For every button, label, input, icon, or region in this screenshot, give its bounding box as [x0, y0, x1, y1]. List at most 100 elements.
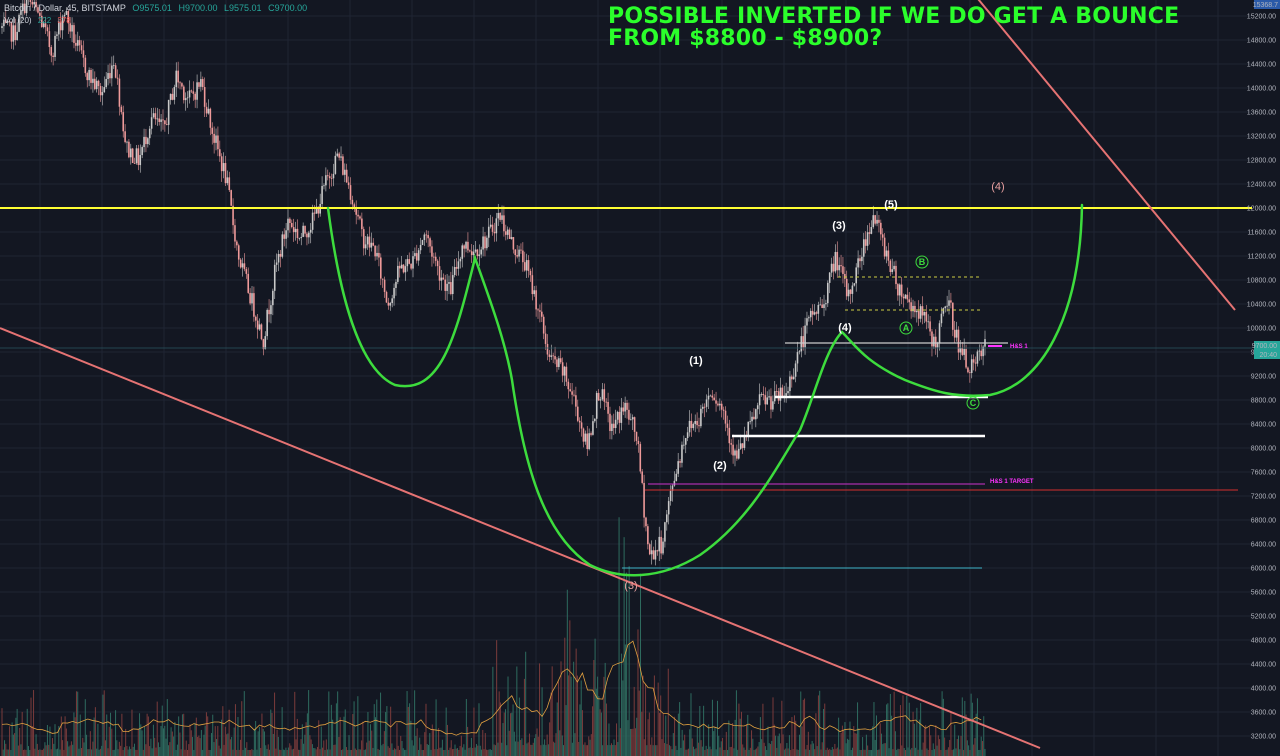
candle-body: [550, 355, 553, 357]
candle-body: [804, 325, 806, 348]
volume-bar: [189, 724, 191, 756]
wave-label: (4): [991, 181, 1004, 193]
candle-body: [802, 336, 804, 348]
volume-bar: [112, 749, 114, 756]
volume-bar: [841, 725, 843, 756]
volume-bar: [531, 744, 533, 756]
volume-bar: [344, 709, 346, 756]
candle-body: [520, 249, 522, 251]
volume-bar: [46, 725, 48, 756]
candle-body: [734, 450, 736, 456]
volume-bar: [627, 720, 629, 756]
volume-label[interactable]: Vol (20): [4, 16, 32, 25]
candle-body: [586, 433, 589, 450]
candle-body: [368, 236, 371, 248]
pattern-curve: [326, 203, 1084, 577]
volume-bar: [25, 749, 27, 756]
candle-body: [10, 22, 13, 42]
candle-body: [162, 119, 164, 121]
volume-bar: [838, 717, 840, 756]
volume-bar: [862, 737, 864, 756]
symbol-name[interactable]: Bitcoin / Dollar, 45, BITSTAMP: [4, 3, 126, 13]
volume-bar: [320, 726, 322, 756]
candle-body: [533, 290, 536, 295]
volume-bar: [216, 738, 218, 756]
volume-bar: [944, 737, 946, 756]
volume-bar: [940, 749, 942, 756]
candle-body: [652, 550, 655, 560]
volume-bar: [754, 749, 756, 756]
volume-bar: [448, 749, 450, 756]
volume-bar: [359, 749, 361, 756]
volume-bar: [136, 749, 138, 756]
volume-bar: [792, 749, 794, 756]
wave-label: (5): [884, 199, 898, 211]
volume-bar: [141, 730, 143, 756]
candle-body: [791, 376, 793, 380]
volume-bar: [351, 749, 353, 756]
volume-bar: [920, 703, 922, 756]
volume-bar: [618, 517, 620, 756]
volume-bar: [366, 742, 368, 756]
volume-bar: [665, 715, 667, 756]
volume-bar: [719, 747, 721, 756]
candle-body: [213, 133, 215, 143]
volume-bar: [775, 735, 777, 756]
volume-bar: [613, 739, 615, 756]
candle-body: [527, 260, 530, 271]
candle-body: [281, 234, 284, 257]
volume-bar: [1, 708, 3, 756]
volume-bar: [304, 734, 306, 756]
candle-body: [347, 182, 350, 186]
volume-bar: [407, 706, 409, 756]
volume-bar: [286, 749, 288, 756]
candle-body: [753, 416, 755, 420]
y-tick-label: 8800.00: [1251, 398, 1276, 405]
candle-body: [681, 444, 683, 463]
volume-bar: [386, 706, 388, 756]
volume-bar: [886, 704, 888, 756]
volume-bar: [857, 702, 859, 756]
volume-bar: [588, 736, 590, 756]
volume-bar: [704, 749, 706, 756]
y-tick-label: 8000.00: [1251, 446, 1276, 453]
volume-bar: [593, 660, 595, 756]
candle-body: [482, 236, 484, 250]
volume-bar: [839, 749, 841, 756]
candle-body: [957, 329, 960, 353]
candle-body: [631, 417, 634, 420]
volume-bar: [892, 749, 894, 756]
candle-body: [236, 241, 238, 246]
volume-bar: [925, 725, 927, 756]
volume-bar: [814, 749, 816, 756]
volume-bar: [563, 745, 565, 756]
candle-body: [315, 206, 318, 214]
candle-body: [825, 303, 827, 305]
volume-bar: [89, 731, 91, 756]
candle-body: [847, 289, 850, 297]
wave-label: A: [903, 323, 910, 333]
volume-bar: [358, 749, 360, 756]
volume-bar: [132, 746, 134, 756]
candle-body: [323, 185, 325, 187]
volume-bar: [422, 749, 424, 756]
candle-body: [328, 176, 331, 179]
candle-body: [160, 119, 162, 122]
volume-bar: [679, 702, 681, 756]
candle-body: [762, 394, 765, 396]
volume-bar: [78, 748, 80, 756]
y-tick-label: 13600.00: [1247, 110, 1276, 117]
candle-body: [42, 23, 45, 28]
volume-bar: [612, 744, 614, 756]
volume-bar: [663, 743, 665, 756]
volume-bar: [72, 744, 74, 756]
candle-body: [605, 401, 607, 403]
volume-bar: [449, 747, 451, 756]
volume-bar: [165, 738, 167, 756]
candle-body: [576, 406, 579, 421]
volume-bar: [602, 745, 604, 756]
volume-bar: [670, 746, 672, 756]
volume-bar: [154, 737, 156, 756]
